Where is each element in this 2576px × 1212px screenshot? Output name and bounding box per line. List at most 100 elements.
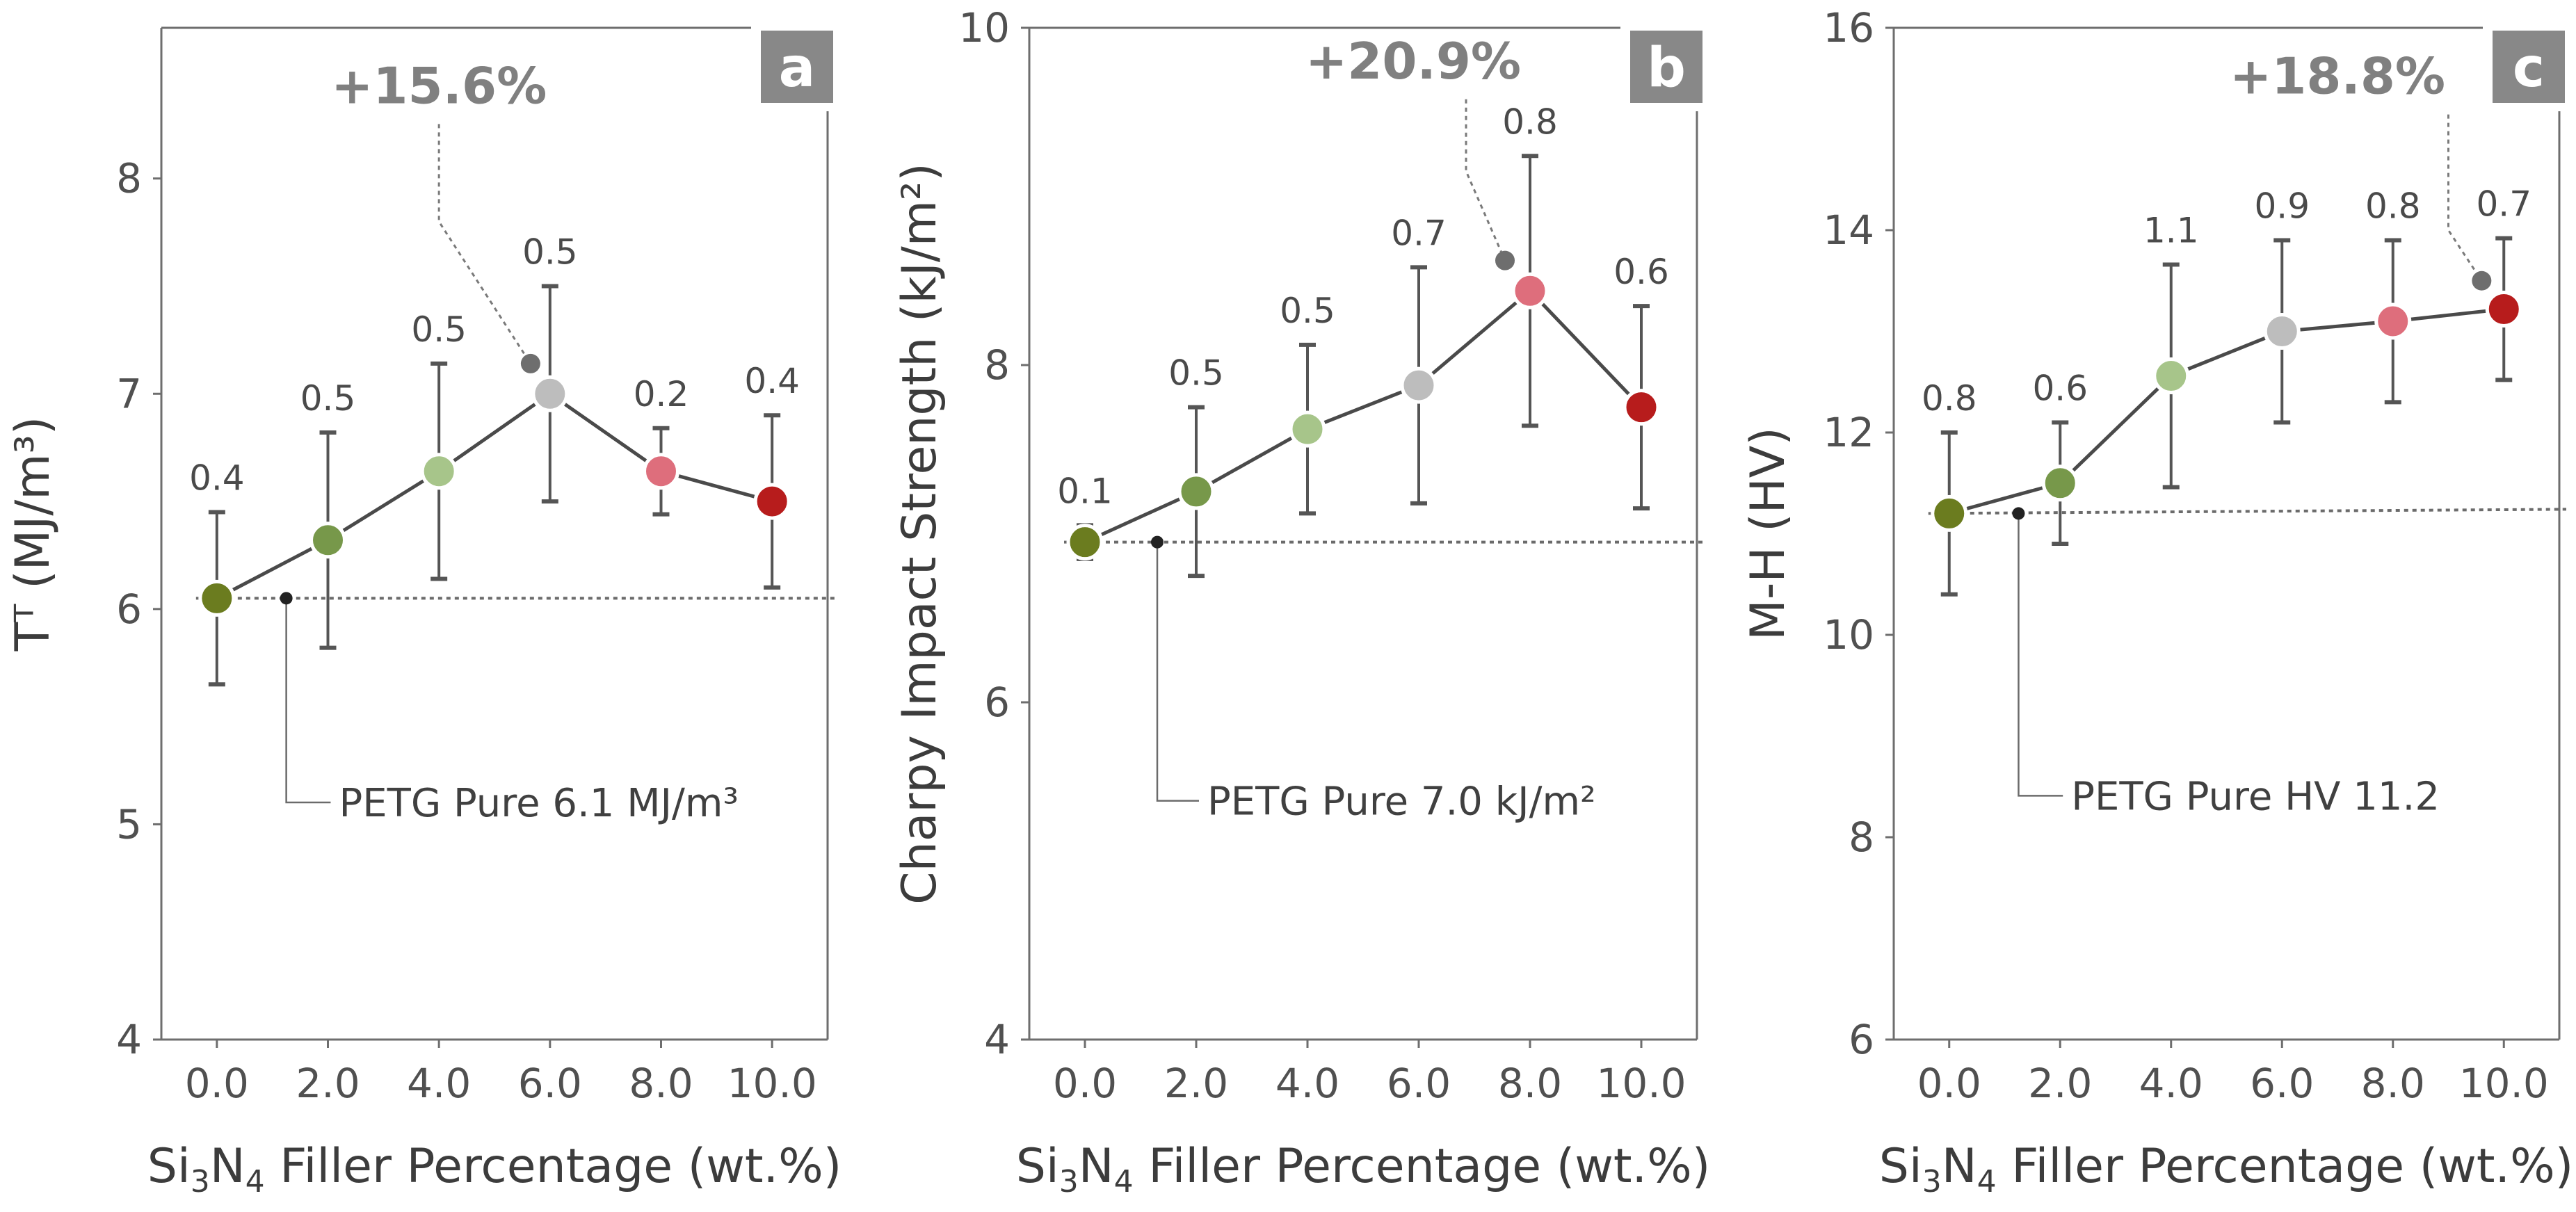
data-point [2152, 357, 2190, 395]
y-tick-label: 8 [116, 155, 142, 202]
panel-label: a [779, 37, 816, 99]
y-tick-label: 6 [1849, 1016, 1874, 1063]
data-point [309, 522, 346, 559]
data-point [1066, 524, 1104, 561]
x-tick-label: 2.0 [296, 1060, 360, 1107]
error-value-label: 0.2 [634, 374, 689, 414]
x-tick-label: 6.0 [2250, 1060, 2314, 1107]
error-value-label: 0.4 [744, 361, 800, 401]
max-improvement-label: +20.9% [1305, 32, 1521, 90]
data-point [2263, 313, 2301, 350]
error-value-label: 1.1 [2143, 210, 2199, 250]
series-line [1084, 288, 1643, 544]
y-tick-label: 4 [984, 1016, 1010, 1063]
x-axis-label: Si3N4 Filler Percentage (wt.%) [1016, 1139, 1711, 1199]
x-axis-label-part: Filler Percentage (wt.%) [265, 1139, 842, 1194]
y-tick-label: 4 [116, 1016, 142, 1063]
x-tick-label: 6.0 [1387, 1060, 1451, 1107]
x-tick-label: 10.0 [2459, 1060, 2549, 1107]
error-value-label: 0.4 [189, 458, 245, 499]
x-axis-label-part: N [1942, 1139, 1977, 1194]
y-tick-label: 10 [1823, 611, 1874, 658]
y-tick-label: 7 [116, 370, 142, 417]
max-leader-line [437, 124, 532, 364]
x-tick-label: 4.0 [407, 1060, 471, 1107]
error-value-label: 0.5 [1168, 353, 1224, 394]
error-value-label: 0.9 [2254, 186, 2310, 227]
y-axis-label: M-H (HV) [1741, 427, 1796, 640]
data-point [1931, 494, 1968, 532]
chart-panel-b: b 4 6 8 10 0.0 2.0 4.0 6.0 8.0 10.0 Charpy Impact S… [892, 4, 1710, 1199]
error-value-label: 0.8 [1922, 378, 1977, 419]
x-axis-label-subscript: 3 [1922, 1164, 1942, 1199]
x-axis-label-part: Filler Percentage (wt.%) [1134, 1139, 1711, 1194]
data-point [1400, 366, 1438, 404]
y-tick-label: 5 [116, 800, 142, 848]
x-axis-label: Si3N4 Filler Percentage (wt.%) [147, 1139, 842, 1199]
baseline-leader-line [2018, 513, 2063, 797]
y-tick-label: 14 [1823, 207, 1874, 254]
error-value-label: 0.6 [1613, 252, 1669, 292]
error-value-label: 0.5 [300, 378, 356, 419]
y-axis-label: Charpy Impact Strength (kJ/m²) [892, 163, 947, 905]
x-tick-label: 8.0 [1498, 1060, 1562, 1107]
x-axis-label-part: Si [1016, 1139, 1059, 1194]
y-tick-label: 8 [1849, 814, 1874, 861]
x-axis-label-subscript: 4 [1977, 1164, 1997, 1199]
error-value-label: 0.5 [522, 232, 578, 272]
baseline-leader-line [285, 598, 331, 804]
panel-label: c [2513, 37, 2545, 99]
x-tick-label: 4.0 [1275, 1060, 1339, 1107]
data-point [753, 483, 791, 520]
x-tick-label: 0.0 [185, 1060, 249, 1107]
data-point [2041, 464, 2079, 502]
y-axis-label: Tᵀ (MJ/m³) [6, 417, 61, 652]
data-point [1289, 410, 1326, 448]
x-tick-label: 4.0 [2139, 1060, 2203, 1107]
baseline-dotted-line [1928, 508, 2567, 515]
y-tick-label: 12 [1823, 409, 1874, 456]
error-value-label: 0.7 [2476, 184, 2531, 225]
data-point [531, 375, 569, 412]
x-tick-label: 2.0 [1164, 1060, 1228, 1107]
error-value-label: 0.5 [1280, 291, 1335, 331]
y-tick-label: 6 [116, 585, 142, 633]
x-tick-label: 10.0 [727, 1060, 817, 1107]
series-line [216, 391, 773, 600]
y-tick-label: 6 [984, 679, 1010, 726]
max-marker [520, 353, 540, 373]
baseline-annotation: PETG Pure 7.0 kJ/m² [1207, 779, 1596, 825]
y-tick-label: 16 [1823, 4, 1874, 51]
x-axis-label-subscript: 3 [191, 1164, 210, 1199]
error-value-label: 0.8 [2365, 186, 2421, 227]
error-value-label: 0.8 [1502, 102, 1558, 142]
x-tick-label: 6.0 [518, 1060, 582, 1107]
error-value-label: 0.7 [1391, 213, 1447, 253]
baseline-annotation: PETG Pure HV 11.2 [2071, 774, 2440, 819]
baseline-marker [280, 592, 293, 605]
x-axis-label-subscript: 3 [1059, 1164, 1079, 1199]
baseline-marker [1151, 535, 1164, 549]
data-point [1511, 272, 1549, 309]
data-point [420, 453, 458, 490]
data-point [2485, 290, 2522, 328]
panel-label-box [761, 31, 833, 103]
baseline-annotation: PETG Pure 6.1 MJ/m³ [339, 781, 738, 826]
baseline-leader-line [1156, 542, 1199, 802]
x-axis-label-part: N [210, 1139, 245, 1194]
x-axis-label-part: Si [147, 1139, 191, 1194]
baseline-marker [2012, 507, 2025, 520]
series-line [1949, 307, 2504, 515]
x-tick-label: 2.0 [2028, 1060, 2092, 1107]
max-leader-line [1465, 99, 1506, 261]
data-point [1623, 389, 1660, 426]
panel-label-box [1630, 31, 1702, 103]
error-value-label: 0.5 [411, 309, 467, 350]
y-tick-label: 10 [958, 4, 1010, 51]
x-axis-label-part: N [1079, 1139, 1114, 1194]
panel-label-box [2493, 31, 2565, 103]
max-improvement-label: +18.8% [2230, 47, 2445, 106]
